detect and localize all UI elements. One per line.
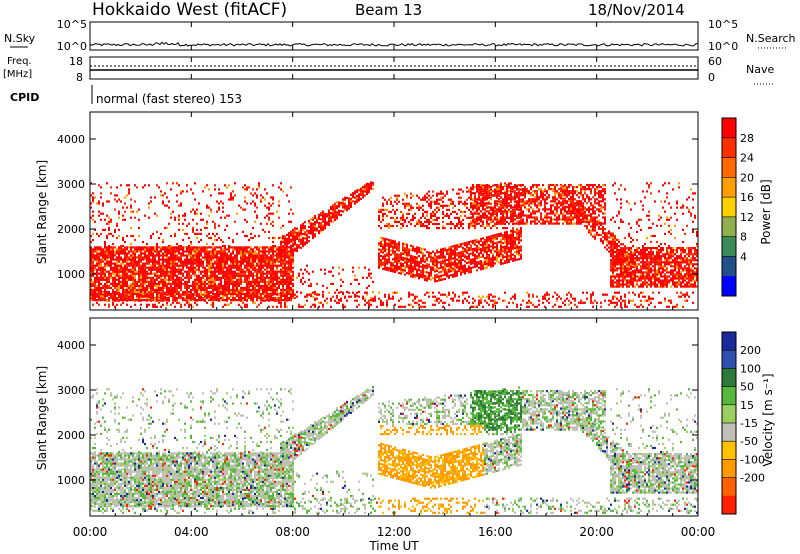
colorbar-swatch <box>722 236 736 257</box>
colorbar-tick-label: 4 <box>740 250 747 263</box>
xtick-label: 00:00 <box>681 525 716 539</box>
colorbar-swatch <box>722 477 736 497</box>
xtick-label: 16:00 <box>478 525 513 539</box>
nsky-label: N.Sky <box>4 32 36 45</box>
beam-label: Beam 13 <box>355 1 422 19</box>
colorbar-tick-label: 200 <box>740 344 761 357</box>
colorbar-swatch <box>722 423 736 442</box>
colorbar-swatch <box>722 404 736 424</box>
colorbar-swatch <box>722 495 736 515</box>
ytick-label: 3000 <box>57 384 85 397</box>
colorbar-frame <box>721 117 737 297</box>
velocity-colorbar: 200 100 50 15 -15 -50 -100 -200 <box>721 331 765 515</box>
power-ylabel: Slant Range [km] <box>35 160 49 264</box>
xtick-label: 04:00 <box>174 525 209 539</box>
colorbar-swatch <box>722 256 736 277</box>
velocity-colorbar-label: Velocity [m s⁻¹] <box>761 373 775 466</box>
colorbar-tick-label: -50 <box>740 435 758 448</box>
velocity-heatmap <box>90 385 698 514</box>
colorbar-tick-label: 8 <box>740 231 747 244</box>
nave-tick-top: 60 <box>708 55 722 68</box>
nave-label: Nave <box>746 63 774 76</box>
nsky-tick-bottom: 10^0 <box>57 40 87 53</box>
time-axis: 00:00 04:00 08:00 12:00 16:00 20:00 00:00 <box>73 22 716 539</box>
colorbar-tick-label: 100 <box>740 362 761 375</box>
xaxis-label: Time UT <box>368 539 419 553</box>
xtick-label: 00:00 <box>73 525 108 539</box>
colorbar-tick-label: 50 <box>740 381 754 394</box>
cpid-label: CPID <box>10 91 39 104</box>
power-colorbar: 28 24 20 16 12 8 4 <box>721 117 754 297</box>
colorbar-swatch <box>722 177 736 198</box>
date-label: 18/Nov/2014 <box>588 1 685 19</box>
colorbar-swatch <box>722 137 736 159</box>
nsearch-label: N.Search <box>746 32 796 45</box>
plot-title: Hokkaido West (fitACF) <box>92 0 287 20</box>
colorbar-swatch <box>722 350 736 369</box>
colorbar-tick-label: 28 <box>740 132 754 145</box>
ytick-label: 3000 <box>57 178 85 191</box>
colorbar-swatch <box>722 276 736 297</box>
velocity-ylabel: Slant Range [km] <box>35 366 49 470</box>
power-colorbar-label: Power [dB] <box>759 179 773 244</box>
ytick-label: 4000 <box>57 133 85 146</box>
nsky-tick-top: 10^5 <box>57 18 87 31</box>
freq-tick-top: 18 <box>69 55 83 68</box>
ytick-label: 2000 <box>57 223 85 236</box>
colorbar-swatch <box>722 459 736 479</box>
colorbar-tick-label: 12 <box>740 211 754 224</box>
cpid-text: normal (fast stereo) 153 <box>96 92 242 106</box>
colorbar-tick-label: 24 <box>740 152 754 165</box>
colorbar-swatch <box>722 157 736 178</box>
velocity-yaxis: 4000 3000 2000 1000 <box>57 339 698 487</box>
xtick-label: 20:00 <box>579 525 614 539</box>
freq-label-1: Freq. <box>7 56 32 67</box>
power-yaxis: 4000 3000 2000 1000 <box>57 133 698 281</box>
freq-tick-bottom: 8 <box>76 71 83 84</box>
colorbar-tick-label: 15 <box>740 399 754 412</box>
ytick-label: 4000 <box>57 339 85 352</box>
ytick-label: 1000 <box>57 474 85 487</box>
colorbar-tick-label: -200 <box>740 472 765 485</box>
colorbar-tick-label: 16 <box>740 191 754 204</box>
nsearch-tick-bottom: 10^0 <box>708 40 738 53</box>
power-heatmap <box>90 181 698 308</box>
nsearch-tick-top: 10^5 <box>708 18 738 31</box>
colorbar-swatch <box>722 441 736 460</box>
xtick-label: 12:00 <box>377 525 412 539</box>
colorbar-swatch <box>722 368 736 388</box>
xtick-label: 08:00 <box>275 525 310 539</box>
colorbar-swatch <box>722 332 736 351</box>
colorbar-tick-label: 20 <box>740 171 754 184</box>
colorbar-tick-label: -100 <box>740 453 765 466</box>
colorbar-swatch <box>722 386 736 406</box>
colorbar-swatch <box>722 118 736 139</box>
colorbar-swatch <box>722 216 736 238</box>
ytick-label: 1000 <box>57 268 85 281</box>
freq-label-2: [MHz] <box>3 69 32 80</box>
ytick-label: 2000 <box>57 429 85 442</box>
nave-tick-bottom: 0 <box>708 71 715 84</box>
colorbar-tick-label: -15 <box>740 417 758 430</box>
colorbar-swatch <box>722 197 736 218</box>
